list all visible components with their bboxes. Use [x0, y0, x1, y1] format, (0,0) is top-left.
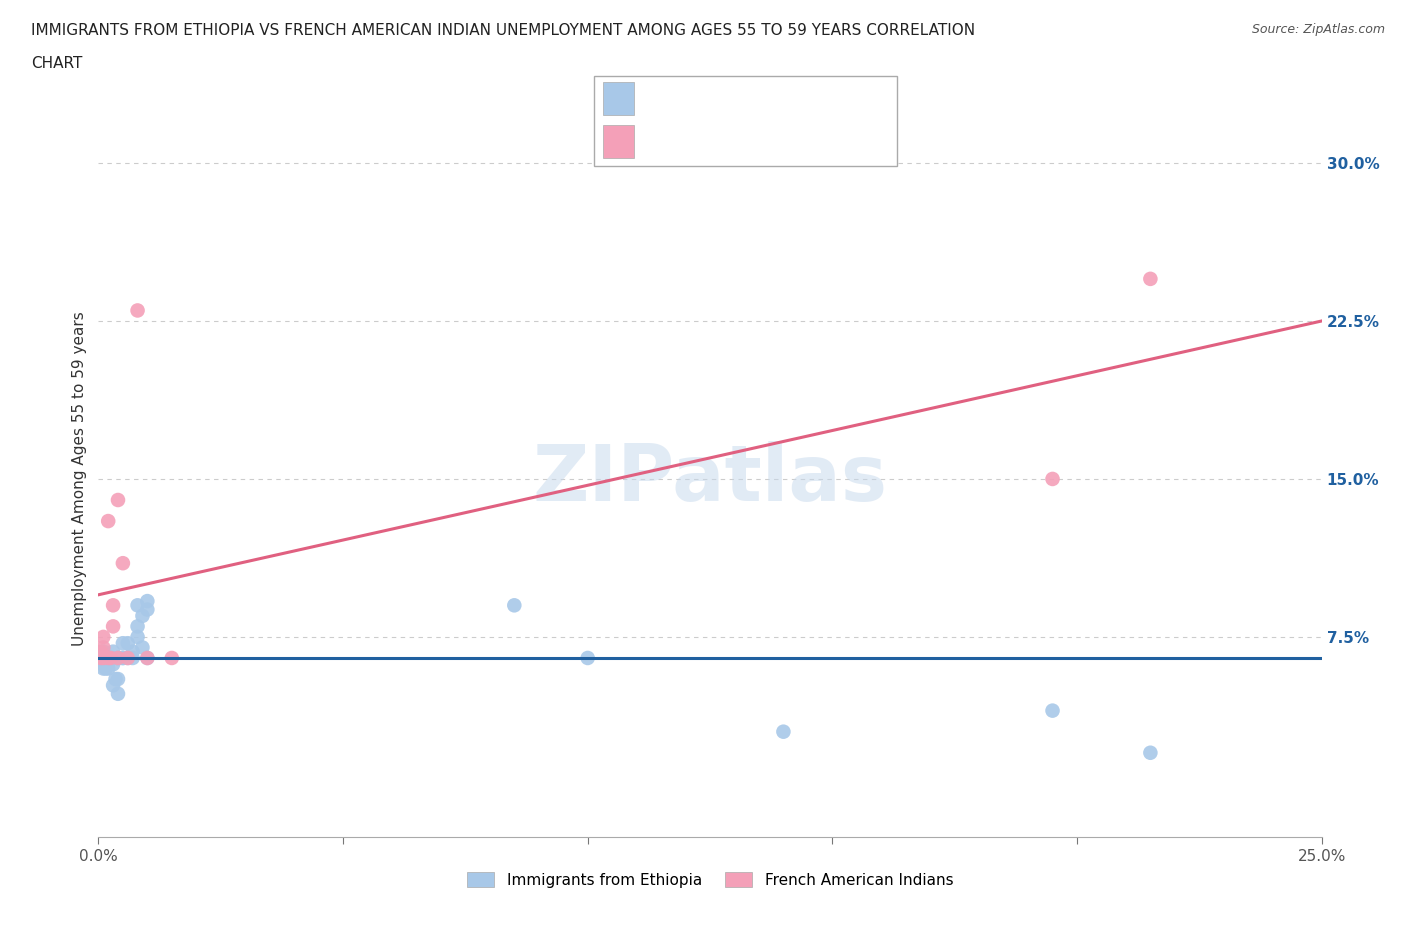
Point [101, 651, 124, 666]
Point [97, 651, 120, 666]
Point [97, 513, 120, 528]
Legend: Immigrants from Ethiopia, French American Indians: Immigrants from Ethiopia, French America… [461, 866, 959, 894]
Point [91, 657, 114, 671]
Point [111, 556, 134, 571]
Point [127, 303, 149, 318]
Point [97, 661, 120, 676]
Point [121, 651, 143, 666]
Point [107, 493, 129, 508]
Point [101, 598, 124, 613]
Point [94, 661, 117, 676]
Point [101, 657, 124, 671]
Point [97, 651, 120, 666]
Point [97, 651, 120, 666]
Point [107, 686, 129, 701]
Point [101, 619, 124, 634]
Point [101, 644, 124, 659]
Point [107, 651, 129, 666]
Point [127, 598, 149, 613]
Text: 44: 44 [825, 91, 846, 106]
Point [576, 651, 599, 666]
Text: R =: R = [643, 91, 671, 106]
Point [503, 598, 526, 613]
Point [91, 630, 114, 644]
Text: R =: R = [643, 134, 671, 149]
Point [117, 636, 139, 651]
Point [136, 651, 159, 666]
Point [100, 651, 122, 666]
Point [127, 630, 149, 644]
Point [121, 644, 143, 659]
FancyBboxPatch shape [603, 82, 634, 115]
Point [94, 651, 117, 666]
Point [160, 651, 183, 666]
Point [90, 646, 112, 661]
Point [1139, 745, 1161, 760]
Point [127, 619, 149, 634]
Text: N =: N = [776, 134, 804, 149]
Point [1139, 272, 1161, 286]
Point [91, 651, 114, 666]
Text: N =: N = [776, 91, 804, 106]
Point [97, 651, 120, 666]
Text: -0.009: -0.009 [702, 91, 755, 106]
Point [136, 593, 159, 608]
Text: ZIPatlas: ZIPatlas [533, 441, 887, 517]
Point [100, 651, 122, 666]
Text: Source: ZipAtlas.com: Source: ZipAtlas.com [1251, 23, 1385, 36]
Point [131, 608, 153, 623]
Point [1042, 472, 1064, 486]
Point [91, 640, 114, 655]
Point [101, 678, 124, 693]
Text: IMMIGRANTS FROM ETHIOPIA VS FRENCH AMERICAN INDIAN UNEMPLOYMENT AMONG AGES 55 TO: IMMIGRANTS FROM ETHIOPIA VS FRENCH AMERI… [31, 23, 974, 38]
Text: 0.311: 0.311 [702, 134, 748, 149]
Point [90, 651, 112, 666]
Point [117, 651, 139, 666]
Point [107, 651, 129, 666]
FancyBboxPatch shape [593, 76, 897, 166]
Point [91, 651, 114, 666]
Point [111, 636, 134, 651]
Point [107, 651, 129, 666]
Point [136, 602, 159, 617]
Point [772, 724, 794, 739]
FancyBboxPatch shape [603, 125, 634, 158]
Point [136, 651, 159, 666]
Y-axis label: Unemployment Among Ages 55 to 59 years: Unemployment Among Ages 55 to 59 years [72, 312, 87, 646]
Point [91, 651, 114, 666]
Point [111, 651, 134, 666]
Point [90, 644, 112, 659]
Point [97, 655, 120, 670]
Point [104, 671, 127, 686]
Point [111, 651, 134, 666]
Point [90, 655, 112, 670]
Point [91, 644, 114, 659]
Text: CHART: CHART [31, 56, 83, 71]
Point [1042, 703, 1064, 718]
Text: 19: 19 [825, 134, 846, 149]
Point [107, 671, 129, 686]
Point [131, 640, 153, 655]
Point [117, 651, 139, 666]
Point [91, 661, 114, 676]
